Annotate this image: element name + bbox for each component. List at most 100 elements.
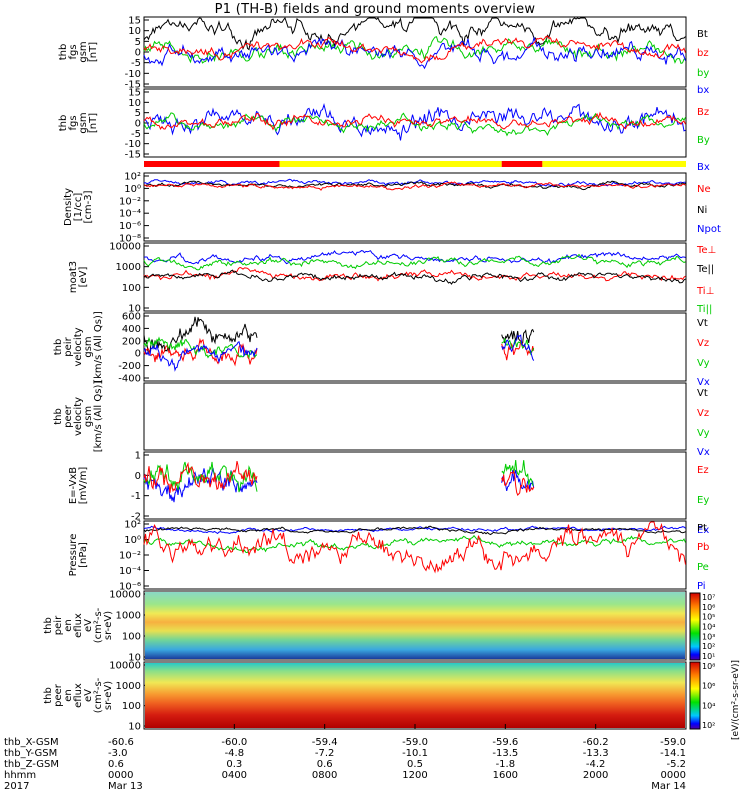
ylabel-line: sr-eV) (103, 681, 114, 710)
y-tick-label: 0 (135, 471, 141, 482)
panel-3-ylabel: Density [1/cc] [cm-3] (63, 188, 94, 226)
ylabel-line: moat3 (68, 261, 79, 293)
legend-pe-label: Pe (697, 562, 709, 573)
colorbar-units: [eV/(cm²-s-sr-eV)] (731, 660, 741, 740)
ylabel-line: thb (43, 617, 54, 634)
legend-by-label: by (697, 68, 709, 79)
colorbar-tick-label: 10⁴ (702, 701, 715, 710)
bt-trace (143, 16, 686, 51)
ylabel-line: eV (83, 619, 94, 632)
ylabel-line: [eV] (78, 267, 89, 288)
ylabel-line: [cm-3] (83, 190, 94, 223)
panel-7-ylabel: E=-VxB [mV/m] (68, 467, 89, 505)
y-tick-label: 10000 (109, 661, 141, 672)
ylabel-line: (cm²-s- (93, 607, 104, 643)
x-tick-value: -10.1 (402, 748, 428, 759)
legend-ey-label: Ey (697, 495, 709, 506)
x-tick-value: -7.2 (314, 748, 335, 759)
x-axis-row-label: hhmm (4, 770, 37, 781)
colorbar-tick-label: 10¹ (702, 652, 715, 661)
ylabel-line: eflux (73, 683, 84, 708)
y-tick-label: 10000 (109, 590, 141, 601)
legend-te-label: Te⊥ (696, 245, 716, 256)
legend-ez-label: Ez (697, 465, 709, 476)
ylabel-line: Density (63, 188, 74, 226)
x-tick-value: -13.3 (582, 748, 609, 759)
colorbar-tick-label: 10⁵ (702, 613, 715, 622)
ylabel-line: en (63, 619, 74, 632)
panel-9-ylabel: thb peir en eflux eV (cm²-s-sr-eV) (43, 607, 114, 643)
ylabel-line: thb (58, 115, 69, 132)
panel-2-ylabel: thb fgs gsm [nT] (58, 112, 99, 133)
y-tick-label: 400 (122, 324, 141, 335)
ylabel-line: [nPa] (78, 542, 89, 568)
pt-trace (143, 525, 686, 536)
legend-bx-label: bx (697, 85, 709, 96)
bx-trace (143, 36, 686, 70)
ez-trace (143, 460, 258, 493)
legend-pb-label: Pb (697, 542, 709, 553)
x-tick-value: Mar 14 (651, 781, 686, 792)
legend-vy-label: Vy (697, 428, 710, 439)
x-tick-value: 0800 (311, 770, 338, 781)
mode-bar-segment (279, 161, 502, 167)
vx-trace (501, 334, 535, 361)
legend-pt-label: Pt (697, 523, 707, 534)
ion-colorbar (689, 592, 701, 661)
ion-spectrogram (145, 592, 685, 659)
y-tick-label: 1000 (116, 262, 141, 273)
ti-par-trace (143, 253, 686, 271)
ylabel-line: [km/s (All Qs)] (93, 311, 104, 383)
x-tick-value: 1200 (402, 770, 428, 781)
y-tick-label: 1000 (116, 611, 141, 622)
legend-vx-label: Vx (697, 377, 710, 388)
mode-bar-segment (501, 161, 543, 167)
vx-trace (143, 341, 258, 372)
x-tick-value: -13.5 (492, 748, 519, 759)
ylabel-line: peir (53, 615, 64, 635)
ylabel-line: peer (63, 404, 74, 428)
y-tick-label: 10⁻⁴ (119, 566, 141, 577)
ylabel-line: [mV/m] (78, 467, 89, 505)
chart-title: P1 (TH-B) fields and ground moments over… (214, 2, 536, 17)
x-tick-value: 0.3 (226, 759, 243, 770)
x-tick-value: 2000 (582, 770, 609, 781)
pb-trace (143, 521, 686, 574)
te-par-trace (143, 269, 686, 285)
y-tick-label: 0 (135, 349, 141, 360)
y-tick-label: 10 (128, 98, 141, 109)
legend-pi-label: Pi (697, 581, 706, 592)
ylabel-line: Pressure (68, 534, 79, 577)
legend-bx-label: Bx (697, 162, 710, 173)
x-tick-value: -1.8 (495, 759, 516, 770)
bz-trace (143, 35, 686, 64)
y-tick-label: 10⁻² (119, 551, 141, 562)
y-tick-label: 10⁻⁶ (119, 221, 141, 232)
legend-ni-label: Ni (697, 205, 707, 216)
panel-8-ylabel: Pressure [nPa] (68, 534, 89, 577)
x-tick-value: -5.2 (666, 759, 686, 770)
panel-6-frame (143, 382, 687, 451)
legend-by-label: By (697, 135, 710, 146)
ylabel-line: fgs (68, 44, 79, 59)
y-tick-label: -1 (131, 491, 141, 502)
y-tick-label: -400 (118, 374, 141, 385)
y-tick-label: 100 (122, 283, 141, 294)
electron-spectrogram (145, 663, 685, 728)
ylabel-line: [nT] (88, 113, 99, 133)
x-tick-value: 0.6 (108, 759, 124, 770)
x-tick-value: 0000 (660, 770, 686, 781)
legend-ti-label: Ti|| (696, 304, 712, 315)
panel-5-ylabel: thb peir velocity gsm [km/s (All Qs)] (53, 311, 104, 383)
ylabel-line: peer (53, 683, 64, 707)
y-tick-label: 10 (128, 26, 141, 37)
x-tick-value: -59.0 (402, 737, 428, 748)
colorbar-tick-label: 10² (702, 642, 715, 651)
colorbar-tick-label: 10³ (702, 632, 715, 641)
y-tick-label: 10⁻⁶ (119, 582, 141, 593)
colorbar-tick-label: 10⁷ (702, 593, 715, 602)
y-tick-label: 10 (128, 304, 141, 315)
colorbar-tick-label: 10⁴ (702, 623, 715, 632)
vt-trace (501, 328, 535, 346)
x-axis-row-label: thb_Y-GSM (4, 748, 58, 759)
